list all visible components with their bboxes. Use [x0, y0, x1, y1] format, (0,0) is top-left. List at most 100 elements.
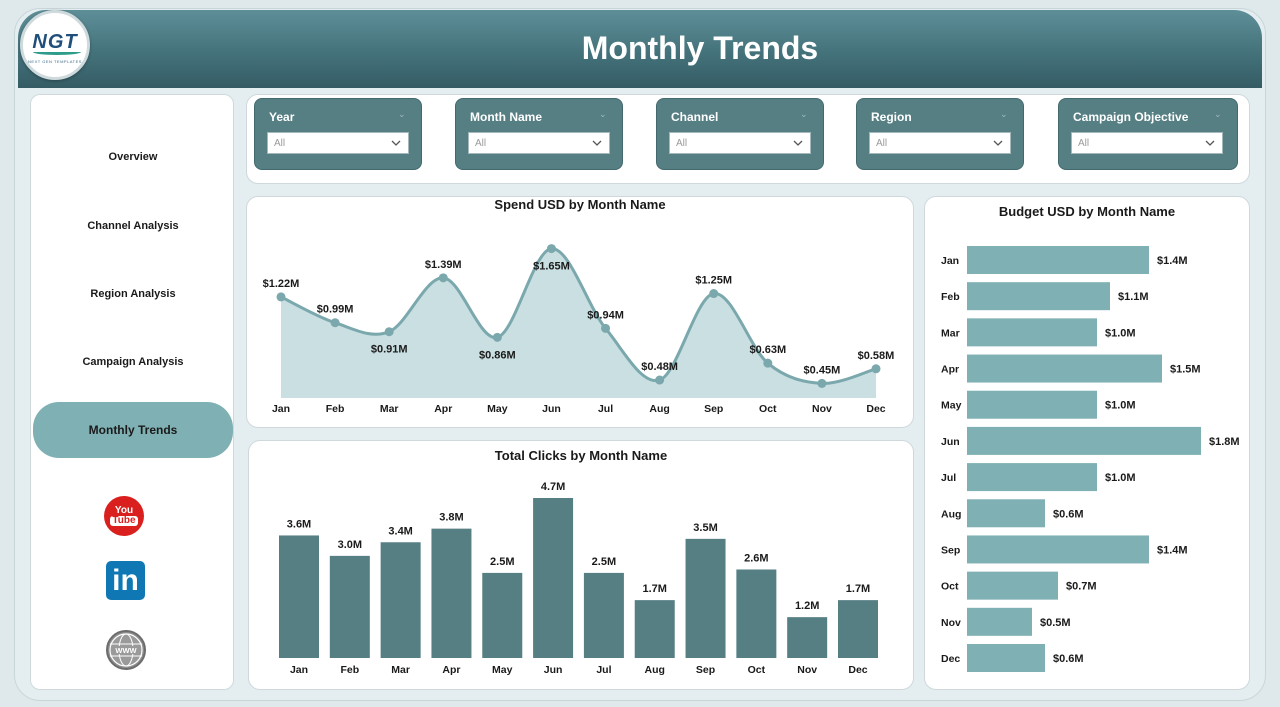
youtube-icon[interactable]: You Tube	[104, 496, 144, 536]
year-slicer: Year ⌄ All	[254, 98, 422, 170]
chevron-down-icon[interactable]: ⌄	[398, 109, 406, 119]
spend-point-apr[interactable]	[438, 273, 448, 283]
budget-data-label-aug: $0.6M	[1053, 508, 1084, 520]
budget-data-label-nov: $0.5M	[1040, 617, 1071, 629]
spend-chart-card: Spend USD by Month Name $1.22M Jan $0.99M F…	[246, 196, 914, 428]
spend-point-sep[interactable]	[709, 289, 719, 299]
clicks-tick-label-jul: Jul	[596, 664, 611, 676]
budget-tick-label-oct: Oct	[941, 581, 959, 593]
channel-dropdown[interactable]: All	[669, 132, 811, 154]
spend-data-label-aug: $0.48M	[641, 361, 678, 373]
chevron-down-icon[interactable]: ⌄	[1000, 109, 1008, 119]
spend-tick-label-mar: Mar	[380, 403, 399, 415]
sidebar-item-label: Overview	[108, 151, 158, 163]
clicks-bar-jun[interactable]	[533, 498, 574, 658]
spend-tick-label-sep: Sep	[704, 403, 723, 415]
budget-bar-jun[interactable]	[967, 426, 1201, 455]
slicer-label: Region	[871, 110, 912, 124]
month-name-dropdown[interactable]: All	[468, 132, 610, 154]
spend-point-jun[interactable]	[546, 244, 556, 254]
budget-bar-may[interactable]	[967, 390, 1097, 419]
clicks-bar-dec[interactable]	[838, 600, 878, 658]
budget-data-label-sep: $1.4M	[1157, 544, 1188, 556]
chevron-down-icon[interactable]: ⌄	[800, 109, 808, 119]
spend-data-label-jul: $0.94M	[587, 309, 624, 321]
clicks-data-label-mar: 3.4M	[388, 525, 412, 537]
budget-data-label-feb: $1.1M	[1118, 291, 1149, 303]
sidebar-item-campaign-analysis[interactable]: Campaign Analysis	[33, 334, 233, 390]
clicks-bar-may[interactable]	[482, 572, 523, 658]
slicer-value: All	[1078, 138, 1090, 149]
clicks-tick-label-dec: Dec	[848, 664, 867, 676]
clicks-bar-apr[interactable]	[431, 528, 472, 658]
slicer-label: Year	[269, 110, 295, 124]
budget-data-label-may: $1.0M	[1105, 400, 1136, 412]
logo-subtext: NEXT GEN TEMPLATES	[28, 59, 82, 64]
spend-point-aug[interactable]	[655, 375, 665, 385]
clicks-tick-label-oct: Oct	[748, 664, 766, 676]
sidebar-item-channel-analysis[interactable]: Channel Analysis	[33, 198, 233, 254]
budget-bar-feb[interactable]	[967, 282, 1110, 311]
spend-point-may[interactable]	[492, 332, 502, 342]
budget-bar-apr[interactable]	[967, 354, 1162, 383]
clicks-tick-label-feb: Feb	[340, 664, 359, 676]
clicks-bar-mar[interactable]	[380, 542, 421, 658]
budget-tick-label-mar: Mar	[941, 327, 960, 339]
clicks-bar-aug[interactable]	[634, 600, 675, 658]
logo-text: NGT	[32, 31, 78, 53]
year-dropdown[interactable]: All	[267, 132, 409, 154]
budget-chart-title: Budget USD by Month Name	[998, 204, 1176, 219]
clicks-bar-sep[interactable]	[685, 538, 726, 658]
spend-point-mar[interactable]	[384, 327, 394, 337]
spend-tick-label-jun: Jun	[542, 403, 561, 415]
chevron-down-icon[interactable]: ⌄	[599, 109, 607, 119]
sidebar-item-label: Monthly Trends	[88, 423, 178, 437]
spend-data-label-oct: $0.63M	[749, 344, 786, 356]
spend-data-label-apr: $1.39M	[425, 259, 462, 271]
clicks-bar-feb[interactable]	[329, 555, 370, 658]
clicks-bar-nov[interactable]	[787, 617, 828, 658]
globe-icon: WWW	[109, 633, 143, 667]
spend-tick-label-jul: Jul	[598, 403, 613, 415]
budget-bar-jan[interactable]	[967, 246, 1149, 274]
linkedin-text: in	[112, 563, 139, 597]
budget-bar-oct[interactable]	[967, 571, 1058, 600]
chevron-down-icon[interactable]: ⌄	[1214, 109, 1222, 119]
budget-data-label-oct: $0.7M	[1066, 581, 1097, 593]
spend-point-jul[interactable]	[601, 323, 611, 333]
clicks-bar-jan[interactable]	[279, 535, 319, 658]
budget-bar-nov[interactable]	[967, 607, 1032, 636]
clicks-tick-label-aug: Aug	[645, 664, 665, 676]
spend-point-jan[interactable]	[276, 292, 286, 302]
linkedin-icon[interactable]: in	[106, 561, 145, 600]
spend-tick-label-apr: Apr	[434, 403, 452, 415]
spend-point-nov[interactable]	[817, 378, 827, 388]
header-bar: Monthly Trends	[18, 10, 1262, 88]
budget-bar-aug[interactable]	[967, 499, 1045, 528]
sidebar-item-overview[interactable]: Overview	[33, 129, 233, 185]
spend-point-oct[interactable]	[763, 358, 773, 368]
region-slicer: Region ⌄ All	[856, 98, 1024, 170]
spend-data-label-mar: $0.91M	[371, 344, 408, 356]
spend-point-dec[interactable]	[871, 364, 881, 374]
website-globe-icon[interactable]: WWW	[106, 630, 146, 670]
slicer-value: All	[274, 138, 286, 149]
budget-bar-mar[interactable]	[967, 318, 1097, 347]
clicks-data-label-sep: 3.5M	[693, 522, 717, 534]
spend-data-label-sep: $1.25M	[695, 275, 732, 287]
budget-tick-label-dec: Dec	[941, 653, 960, 665]
budget-data-label-apr: $1.5M	[1170, 364, 1201, 376]
budget-bar-jul[interactable]	[967, 463, 1097, 492]
sidebar-item-monthly-trends[interactable]: Monthly Trends	[33, 402, 233, 458]
budget-bar-dec[interactable]	[967, 644, 1045, 672]
clicks-bar-oct[interactable]	[736, 569, 777, 658]
clicks-bar-jul[interactable]	[583, 572, 624, 658]
campaign-objective-dropdown[interactable]: All	[1071, 132, 1223, 154]
region-dropdown[interactable]: All	[869, 132, 1011, 154]
sidebar-item-region-analysis[interactable]: Region Analysis	[33, 266, 233, 322]
spend-point-feb[interactable]	[330, 318, 340, 328]
spend-chart-title: Spend USD by Month Name	[494, 197, 666, 212]
budget-tick-label-apr: Apr	[941, 364, 959, 376]
budget-bar-sep[interactable]	[967, 535, 1149, 564]
clicks-data-label-oct: 2.6M	[744, 552, 768, 564]
